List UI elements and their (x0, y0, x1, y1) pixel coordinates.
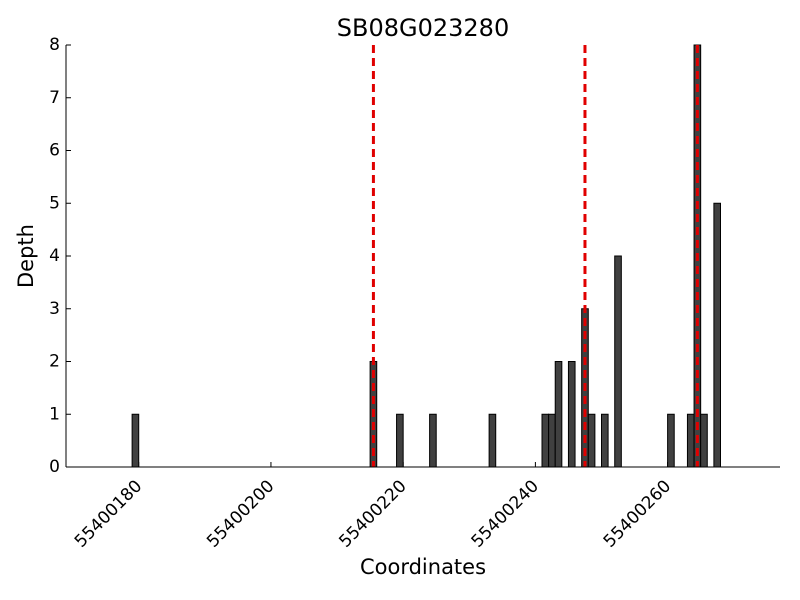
x-tick-label: 55400200 (203, 476, 278, 551)
y-tick-label: 1 (49, 404, 60, 424)
y-tick-label: 6 (49, 141, 60, 161)
x-tick-label: 55400220 (335, 476, 410, 551)
bar (587, 413, 596, 468)
y-tick-label: 4 (49, 246, 60, 266)
y-tick-label: 2 (49, 352, 60, 372)
bar (131, 413, 140, 468)
y-tick-label: 0 (49, 457, 60, 477)
bar (601, 413, 609, 468)
bar (488, 413, 497, 468)
x-axis-title: Coordinates (360, 555, 486, 579)
bar (541, 413, 550, 468)
x-tick-label: 55400240 (468, 476, 543, 551)
y-tick-label: 8 (49, 35, 60, 55)
chart-title: SB08G023280 (337, 14, 509, 42)
bar (396, 413, 404, 468)
x-tick-label: 55400260 (600, 476, 675, 551)
bar (713, 202, 722, 468)
bar (686, 413, 695, 468)
bar (567, 361, 576, 468)
bar (614, 255, 622, 468)
y-tick-label: 7 (49, 88, 60, 108)
y-tick-label: 3 (49, 299, 60, 319)
bar (667, 413, 675, 468)
bar (548, 413, 556, 468)
y-axis-title: Depth (14, 224, 38, 288)
bar (700, 413, 708, 468)
x-tick-label: 55400180 (71, 476, 146, 551)
y-tick-label: 5 (49, 193, 60, 213)
bar (429, 413, 437, 468)
bar (554, 361, 563, 468)
